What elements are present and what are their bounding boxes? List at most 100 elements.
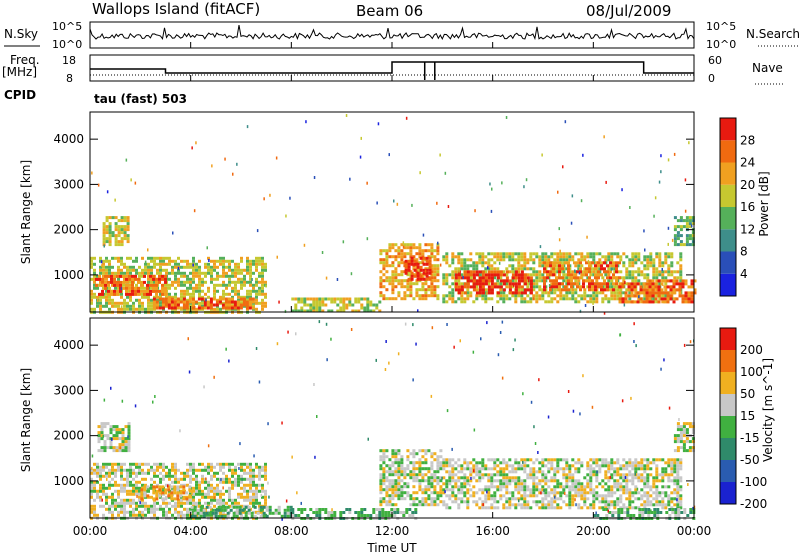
heatmap-cell [183, 501, 186, 505]
heatmap-cell [691, 216, 695, 220]
heatmap-cell [147, 265, 150, 269]
heatmap-cell [565, 279, 569, 283]
heatmap-cell [439, 488, 443, 492]
heatmap-cell [502, 279, 506, 283]
heatmap-cell [502, 297, 506, 301]
heatmap-cell [252, 468, 255, 472]
heatmap-cell [469, 467, 473, 471]
heatmap-cell [493, 285, 497, 289]
heatmap-cell [577, 461, 581, 465]
heatmap-cell [511, 270, 515, 274]
heatmap-cell [502, 482, 506, 486]
heatmap-cell [589, 464, 593, 468]
heatmap-cell [445, 276, 449, 280]
heatmap-cell [415, 497, 419, 501]
heatmap-cell [174, 298, 177, 302]
heatmap-cell [526, 282, 530, 286]
heatmap-cell [631, 270, 635, 274]
heatmap-cell [143, 292, 146, 296]
heatmap-cell [511, 279, 515, 283]
heatmap-cell [663, 279, 667, 283]
heatmap-cell [120, 471, 123, 475]
heatmap-cell [232, 172, 234, 176]
heatmap-cell [610, 464, 614, 468]
heatmap-cell [400, 270, 404, 274]
heatmap-cell [165, 465, 168, 469]
heatmap-cell [451, 467, 455, 471]
heatmap-cell [396, 508, 400, 511]
heatmap-cell [616, 458, 620, 462]
heatmap-cell [457, 258, 461, 262]
heatmap-cell [577, 470, 581, 474]
heatmap-cell [250, 514, 254, 518]
heatmap-cell [110, 289, 113, 293]
heatmap-cell [135, 298, 138, 302]
heatmap-cell [663, 291, 667, 295]
heatmap-cell [664, 252, 668, 256]
heatmap-cell [427, 255, 431, 259]
heatmap-cell [523, 255, 527, 259]
heatmap-cell [96, 304, 99, 308]
heatmap-cell [514, 506, 518, 510]
heatmap-cell [625, 282, 629, 286]
heatmap-cell [499, 461, 503, 465]
heatmap-cell [603, 270, 606, 274]
heatmap-cell [496, 473, 500, 477]
heatmap-cell [472, 288, 476, 292]
heatmap-cell [138, 510, 141, 514]
heatmap-cell [381, 511, 385, 514]
heatmap-cell [520, 503, 524, 507]
heatmap-cell [436, 264, 440, 268]
heatmap-cell [562, 491, 566, 495]
heatmap-cell [481, 261, 485, 265]
heatmap-cell [622, 476, 626, 480]
heatmap-cell [114, 468, 117, 472]
heatmap-cell [558, 288, 561, 292]
heatmap-cell [526, 464, 530, 468]
heatmap-cell [108, 240, 112, 244]
heatmap-cell [523, 497, 527, 501]
heatmap-cell [213, 259, 216, 263]
heatmap-cell [207, 471, 210, 475]
heatmap-cell [667, 252, 671, 256]
heatmap-cell [529, 282, 533, 286]
heatmap-cell [487, 479, 491, 483]
heatmap-cell [231, 501, 234, 505]
heatmap-cell [505, 273, 509, 277]
heatmap-cell [189, 480, 192, 484]
heatmap-cell [619, 270, 623, 274]
heatmap-cell [213, 283, 216, 287]
heatmap-cell [604, 476, 608, 480]
heatmap-cell [484, 282, 488, 286]
heatmap-cell [186, 298, 189, 302]
heatmap-cell [439, 485, 443, 489]
heatmap-cell [505, 488, 509, 492]
heatmap-cell [219, 262, 222, 266]
heatmap-cell [113, 289, 116, 293]
heatmap-cell [630, 294, 634, 298]
heatmap-cell [397, 255, 401, 259]
heatmap-cell [192, 510, 195, 514]
heatmap-cell [399, 511, 403, 514]
heatmap-cell [544, 255, 548, 259]
heatmap-cell [595, 252, 599, 256]
heatmap-cell [544, 258, 548, 262]
heatmap-cell [496, 258, 500, 262]
heatmap-cell [196, 511, 200, 515]
heatmap-cell [427, 276, 431, 280]
freq-unit: [MHz] [2, 65, 37, 79]
heatmap-cell [571, 482, 575, 486]
heatmap-cell [391, 279, 395, 283]
heatmap-cell [255, 483, 258, 487]
heatmap-cell [402, 511, 406, 514]
heatmap-cell [493, 261, 497, 265]
heatmap-cell [669, 297, 673, 301]
heatmap-cell [672, 288, 676, 292]
heatmap-cell [460, 485, 464, 489]
heatmap-cell [670, 261, 674, 265]
heatmap-cell [318, 514, 322, 517]
heatmap-cell [634, 261, 638, 265]
heatmap-cell [214, 508, 218, 512]
heatmap-cell [146, 292, 149, 296]
heatmap-cell [580, 485, 584, 489]
